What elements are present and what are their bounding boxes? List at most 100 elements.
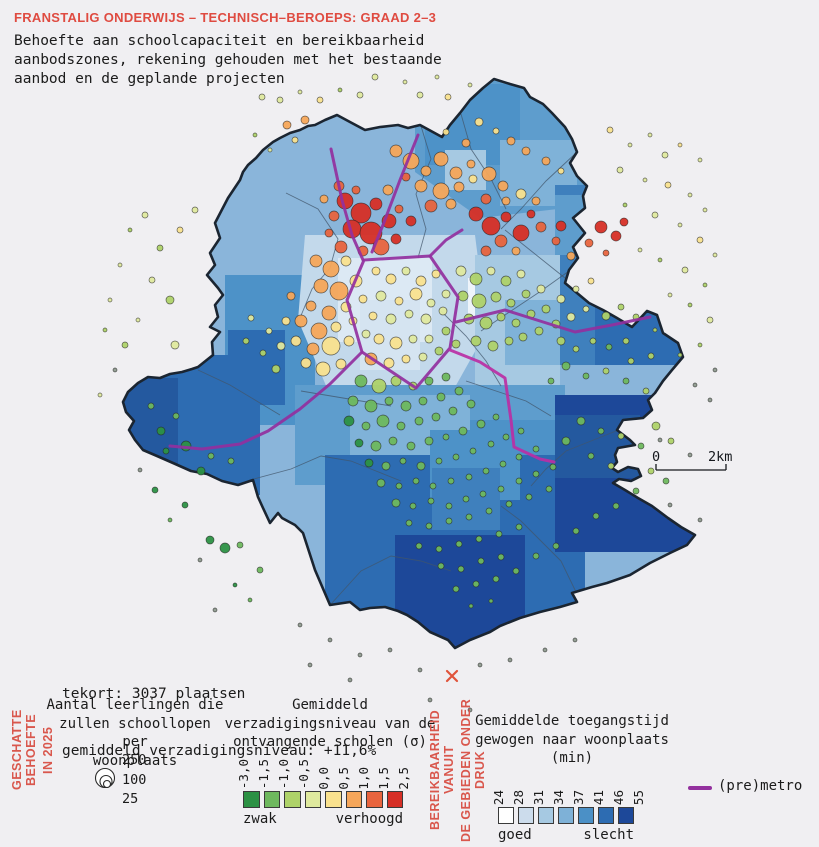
scale-swatch: [263, 790, 280, 808]
map-dot: [642, 177, 648, 183]
map-dot: [375, 290, 387, 302]
metro-line: [370, 133, 420, 254]
map-dot: [521, 289, 531, 299]
map-dot: [452, 453, 460, 461]
legend-access-title-line: gewogen naar woonplaats (min): [475, 731, 669, 767]
map-dot: [601, 311, 611, 321]
section-label-line: GESCHATTE BEHOEFTE: [10, 709, 38, 791]
metro-line: [329, 147, 365, 262]
map-dot: [466, 399, 476, 409]
map-dot: [242, 337, 250, 345]
map-dot: [117, 262, 123, 268]
map-dot: [385, 273, 397, 285]
map-dot: [354, 374, 368, 388]
pupils-size-circles-icon: [94, 767, 116, 789]
legend-access-time: Gemiddelde toegangstijd gewogen naar woo…: [460, 712, 684, 843]
map-dot: [667, 292, 673, 298]
map-dot: [368, 311, 378, 321]
scale-tick-label: -3,0: [235, 759, 251, 790]
map-dot: [291, 136, 299, 144]
map-dot: [552, 542, 560, 550]
map-dot: [371, 73, 379, 81]
map-dot: [316, 96, 324, 104]
map-dot: [461, 138, 471, 148]
map-dot: [475, 535, 483, 543]
scale-swatch: [386, 790, 403, 808]
map-dot: [322, 260, 340, 278]
map-dot: [712, 367, 718, 373]
map-dot: [401, 354, 411, 364]
map-dot: [582, 372, 590, 380]
map-dot: [507, 657, 513, 663]
map-dot: [424, 436, 434, 446]
scale-tick-label: 0,0: [315, 766, 331, 790]
map-dot: [127, 227, 133, 233]
scale-tick-label: 55: [630, 790, 646, 806]
map-dot: [434, 74, 440, 80]
map-dot: [480, 193, 492, 205]
map-dot: [112, 367, 118, 373]
map-dot: [427, 697, 433, 703]
map-dot: [445, 517, 453, 525]
map-dot: [424, 376, 434, 386]
map-dot: [506, 136, 516, 146]
map-dot: [500, 211, 512, 223]
map-dot: [176, 226, 184, 234]
map-dot: [458, 426, 468, 436]
legend-saturation-title-line: verzadigingsniveau van de: [224, 715, 436, 732]
map-dot: [358, 294, 368, 304]
map-dot: [516, 269, 526, 279]
high-label: verhoogd: [335, 810, 403, 827]
legend-saturation-title-line: ontvangende scholen (σ): [233, 734, 427, 750]
map-dot: [389, 144, 403, 158]
map-dot: [451, 339, 461, 349]
scale-tick-label: 0,5: [335, 766, 351, 790]
map-dot: [445, 198, 457, 210]
map-dot: [572, 527, 580, 535]
map-dot: [495, 530, 503, 538]
map-dot: [706, 316, 714, 324]
map-dot: [436, 392, 446, 402]
map-dot: [401, 266, 411, 276]
scale-tick: 28: [508, 768, 528, 805]
map-dot: [616, 166, 624, 174]
scale-tick-label: -0,5: [295, 759, 311, 790]
map-dot: [297, 622, 303, 628]
scale-swatch: [498, 806, 514, 824]
map-dot: [515, 188, 527, 200]
map-dot: [196, 466, 206, 476]
map-dot: [321, 305, 337, 321]
map-dot: [561, 361, 571, 371]
map-dot: [121, 341, 129, 349]
map-dot: [637, 442, 645, 450]
scale-swatch: [325, 790, 342, 808]
map-dot: [395, 482, 403, 490]
map-dot: [327, 637, 333, 643]
map-dot: [532, 552, 540, 560]
map-dot: [535, 221, 547, 233]
map-dot: [482, 467, 490, 475]
map-dot: [384, 396, 394, 406]
map-dot: [612, 502, 620, 510]
scale-swatch: [598, 806, 614, 824]
map-dot: [351, 185, 361, 195]
scale-swatch: [538, 806, 554, 824]
scale-tick: 0,5: [333, 752, 353, 790]
map-dot: [518, 332, 528, 342]
map-dot: [329, 281, 349, 301]
map-dot: [431, 412, 441, 422]
map-dot: [383, 357, 395, 369]
map-dot: [420, 165, 432, 177]
map-dot: [647, 132, 653, 138]
map-zone: [395, 535, 525, 648]
map-dot: [441, 289, 451, 299]
map-dot: [500, 275, 512, 287]
saturation-stat: gemiddeld verzadigingsniveau: +11,6%: [62, 743, 377, 759]
map-dot: [165, 295, 175, 305]
map-dot: [607, 462, 615, 470]
map-dot: [435, 545, 443, 553]
map-dot: [385, 313, 397, 325]
scale-tick-label: 46: [610, 790, 626, 806]
map-dot: [309, 254, 323, 268]
